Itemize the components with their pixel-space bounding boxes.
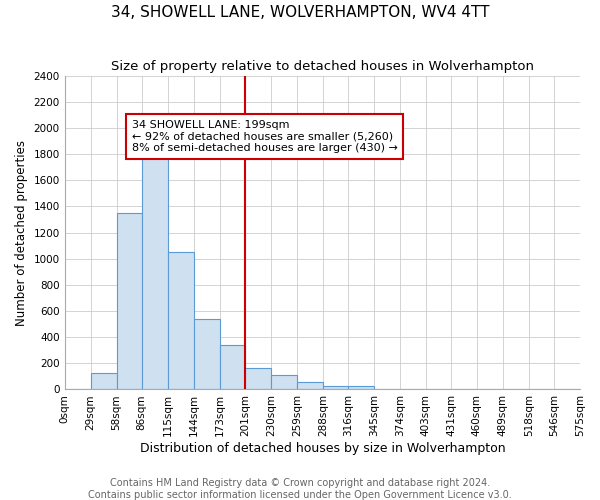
Y-axis label: Number of detached properties: Number of detached properties [15,140,28,326]
Title: Size of property relative to detached houses in Wolverhampton: Size of property relative to detached ho… [111,60,534,73]
Bar [220,345,245,390]
Bar [323,386,348,390]
Bar [142,142,168,390]
Bar [245,368,271,390]
Bar [116,213,142,390]
Bar [168,252,194,390]
Text: 34, SHOWELL LANE, WOLVERHAMPTON, WV4 4TT: 34, SHOWELL LANE, WOLVERHAMPTON, WV4 4TT [111,5,489,20]
X-axis label: Distribution of detached houses by size in Wolverhampton: Distribution of detached houses by size … [140,442,505,455]
Text: Contains HM Land Registry data © Crown copyright and database right 2024.
Contai: Contains HM Land Registry data © Crown c… [88,478,512,500]
Bar [348,386,374,390]
Bar [297,382,323,390]
Text: 34 SHOWELL LANE: 199sqm
← 92% of detached houses are smaller (5,260)
8% of semi-: 34 SHOWELL LANE: 199sqm ← 92% of detache… [132,120,398,153]
Bar [91,373,116,390]
Bar [271,375,297,390]
Bar [194,319,220,390]
